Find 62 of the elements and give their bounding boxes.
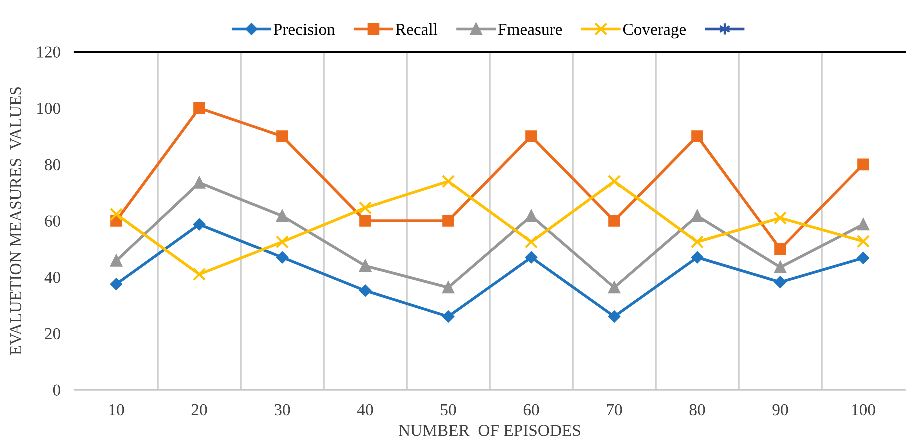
point [526, 130, 538, 142]
point [110, 255, 122, 267]
point [774, 276, 786, 288]
point [856, 234, 870, 248]
point [774, 262, 786, 274]
x-tick-label: 90 [772, 404, 788, 416]
point [526, 252, 538, 264]
point [858, 252, 870, 264]
point [524, 236, 538, 249]
legend-label: Fmeasure [498, 24, 562, 36]
point [608, 282, 620, 294]
x-tick-label: 10 [110, 404, 124, 416]
point [608, 174, 622, 188]
y-tick-label: 60 [45, 216, 60, 227]
point [442, 282, 454, 294]
point [608, 310, 620, 323]
x-tick-label: 50 [441, 404, 456, 416]
x-tick-label: 60 [524, 404, 540, 416]
point [692, 130, 704, 142]
y-tick-label: 120 [38, 46, 60, 58]
y-tick-label: 40 [44, 272, 60, 284]
y-axis-title: EVALUETION MEASURES VALUES [10, 88, 22, 356]
point [526, 210, 538, 222]
point [276, 210, 288, 222]
x-tick-label: 20 [192, 404, 208, 416]
x-tick-label: 100 [852, 404, 876, 416]
y-tick-label: 100 [38, 103, 60, 114]
y-tick-label: 0 [53, 384, 60, 396]
point [194, 177, 206, 189]
legend-label: Recall [396, 24, 438, 36]
legend-label: Coverage [623, 24, 686, 39]
x-tick-label: 70 [607, 404, 622, 416]
point [774, 243, 786, 256]
point [442, 215, 454, 227]
point [110, 278, 122, 290]
x-tick-label: 40 [357, 404, 374, 416]
point [774, 212, 788, 225]
point [692, 252, 704, 264]
point [692, 210, 704, 222]
x-axis-title: NUMBER OF EPISODES [399, 425, 580, 436]
y-tick-label: 80 [45, 159, 60, 171]
point [276, 236, 290, 249]
point [360, 284, 372, 297]
x-tick-label: 30 [274, 404, 290, 416]
point [276, 252, 288, 264]
point [360, 260, 372, 272]
point [608, 215, 620, 227]
x-tick-label: 80 [690, 404, 706, 416]
point [194, 218, 206, 231]
point [442, 174, 456, 188]
legend-label: Precision [274, 24, 336, 36]
point [442, 310, 454, 323]
point [192, 268, 206, 282]
point [358, 201, 372, 215]
point [276, 130, 288, 142]
point [360, 215, 372, 227]
y-tick-label: 20 [45, 328, 60, 340]
point [690, 236, 704, 249]
point [858, 218, 870, 231]
point [858, 158, 870, 171]
point [110, 208, 124, 222]
point [194, 102, 206, 114]
